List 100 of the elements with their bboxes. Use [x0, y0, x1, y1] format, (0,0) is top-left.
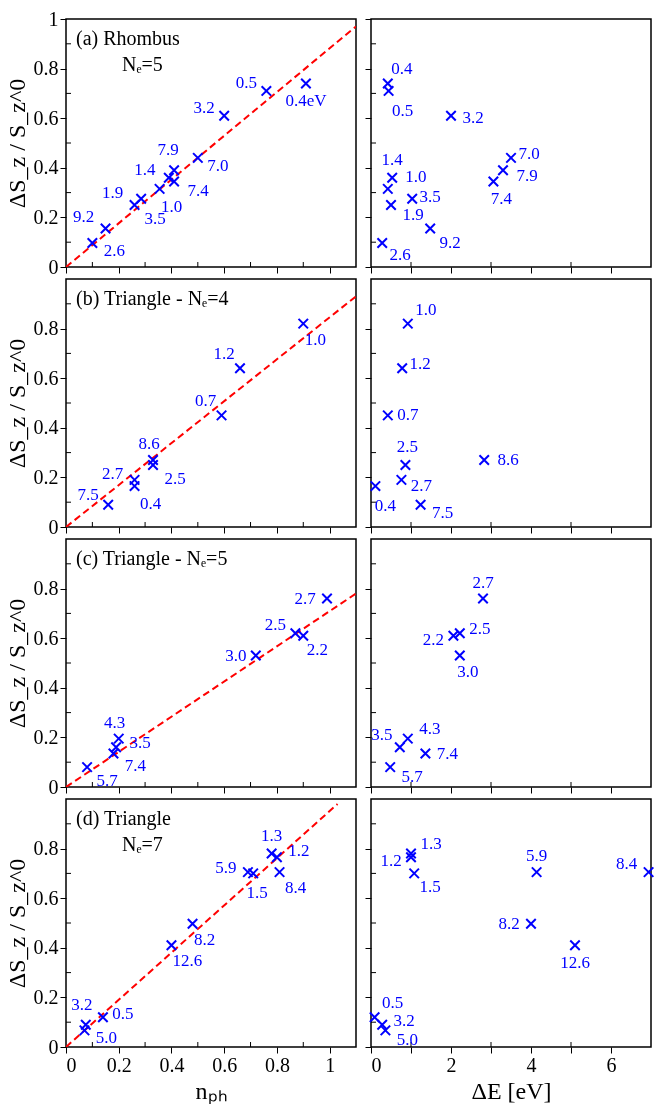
point [128, 199, 141, 211]
annotation: 7.0 [207, 155, 229, 175]
annotation: 2.7 [294, 588, 317, 608]
point [297, 317, 310, 330]
annotation: 4.3 [419, 718, 441, 738]
y-tick-label: 0.2 [33, 725, 59, 748]
point [265, 847, 278, 860]
annotation: 0.4 [139, 494, 162, 514]
annotation: 7.4 [490, 189, 513, 209]
annotation: 1.2 [213, 344, 235, 364]
point [394, 741, 406, 754]
y-tick-label: 0.4 [33, 936, 59, 959]
point [78, 1024, 91, 1037]
point [271, 851, 283, 864]
y-tick-label: 0.2 [33, 465, 59, 488]
annotation: 0.7 [194, 391, 217, 411]
annotation: 2.7 [410, 475, 433, 495]
y-tick-label: 0.6 [33, 886, 59, 909]
point [382, 183, 394, 195]
annotation: 7.5 [431, 502, 454, 522]
point [192, 152, 204, 164]
point [382, 85, 395, 97]
point [247, 867, 259, 880]
annotation: 7.9 [157, 140, 179, 160]
annotation: 3.0 [457, 661, 479, 681]
annotation: 1.3 [420, 833, 442, 853]
point [97, 1011, 109, 1023]
y-tick-label: 0.8 [33, 317, 59, 340]
annotation: 7.4 [124, 755, 147, 775]
x-tick-label: 0.2 [106, 1053, 132, 1076]
annotation: 7.5 [77, 484, 99, 504]
annotation: 3.0 [225, 645, 247, 665]
annotation: 1.2 [288, 841, 310, 861]
point [497, 164, 509, 177]
point [128, 480, 141, 492]
y-tick-label: 0.4 [33, 156, 59, 179]
annotation: 0.4eV [285, 91, 328, 111]
annotation: 3.5 [371, 725, 393, 745]
annotation: 3.2 [71, 994, 93, 1014]
annotation: 1.5 [419, 877, 441, 897]
y-axis-title: ΔS_z / S_z^0 [3, 598, 30, 729]
annotation: 8.4 [284, 878, 307, 898]
x-tick-label: 0.8 [264, 1053, 290, 1076]
annotation: 2.5 [264, 615, 286, 635]
point [376, 237, 388, 249]
annotation: 2.6 [389, 244, 411, 264]
annotation: 0.5 [391, 100, 414, 120]
point [321, 592, 333, 605]
y-axis-title: ΔS_z / S_z^0 [3, 338, 30, 469]
annotation: 5.7 [96, 771, 119, 791]
annotation: 1.4 [381, 149, 404, 169]
x-tick-label: 0.4 [159, 1053, 185, 1076]
point [242, 866, 254, 878]
annotation: 9.2 [439, 232, 461, 252]
annotation: 0.5 [112, 1004, 134, 1024]
point [424, 222, 436, 235]
point [153, 183, 166, 195]
point [382, 409, 394, 422]
y-tick-label: 0.6 [33, 106, 59, 129]
x-tick-label: 1 [325, 1053, 336, 1076]
x-tick-label: 4 [526, 1053, 537, 1076]
annotation: 1.9 [402, 205, 424, 224]
annotation: 0.7 [397, 405, 419, 425]
annotation: 3.2 [462, 107, 484, 127]
point [80, 1018, 92, 1031]
point [128, 474, 141, 486]
y-tick-label: 0 [48, 1035, 59, 1058]
y-tick-label: 0.8 [33, 577, 59, 600]
annotation: 5.9 [215, 858, 237, 878]
x-axis-title: nₚₕ [195, 1077, 228, 1104]
annotation: 1.4 [134, 159, 156, 179]
annotation: 8.4 [615, 854, 638, 874]
annotation: 7.0 [518, 143, 540, 163]
point [300, 77, 312, 90]
chart-title: (c) Triangle - Nₑ=5 [76, 547, 228, 570]
annotation: 8.6 [138, 434, 160, 454]
annotation: 1.3 [261, 825, 283, 845]
point [99, 222, 112, 235]
annotation: 1.2 [409, 354, 431, 374]
annotation: 1.0 [415, 299, 437, 319]
point [406, 193, 418, 205]
point [215, 409, 228, 422]
annotation: 8.6 [497, 450, 519, 470]
point [382, 77, 394, 90]
point [395, 474, 408, 486]
point [402, 317, 414, 330]
point [419, 747, 432, 760]
annotation: 5.0 [396, 1030, 419, 1050]
annotation: 3.2 [393, 1010, 415, 1030]
point [414, 498, 427, 511]
y-tick-label: 0.4 [33, 676, 59, 699]
point [218, 109, 230, 122]
point [402, 732, 414, 745]
y-axis-title: ΔS_z / S_z^0 [3, 78, 30, 209]
y-tick-label: 0.2 [33, 985, 59, 1008]
annotation: 12.6 [560, 953, 590, 973]
point [86, 237, 99, 249]
point [168, 164, 180, 177]
annotation: 0.5 [235, 72, 257, 92]
annotation: 0.4 [391, 59, 413, 79]
